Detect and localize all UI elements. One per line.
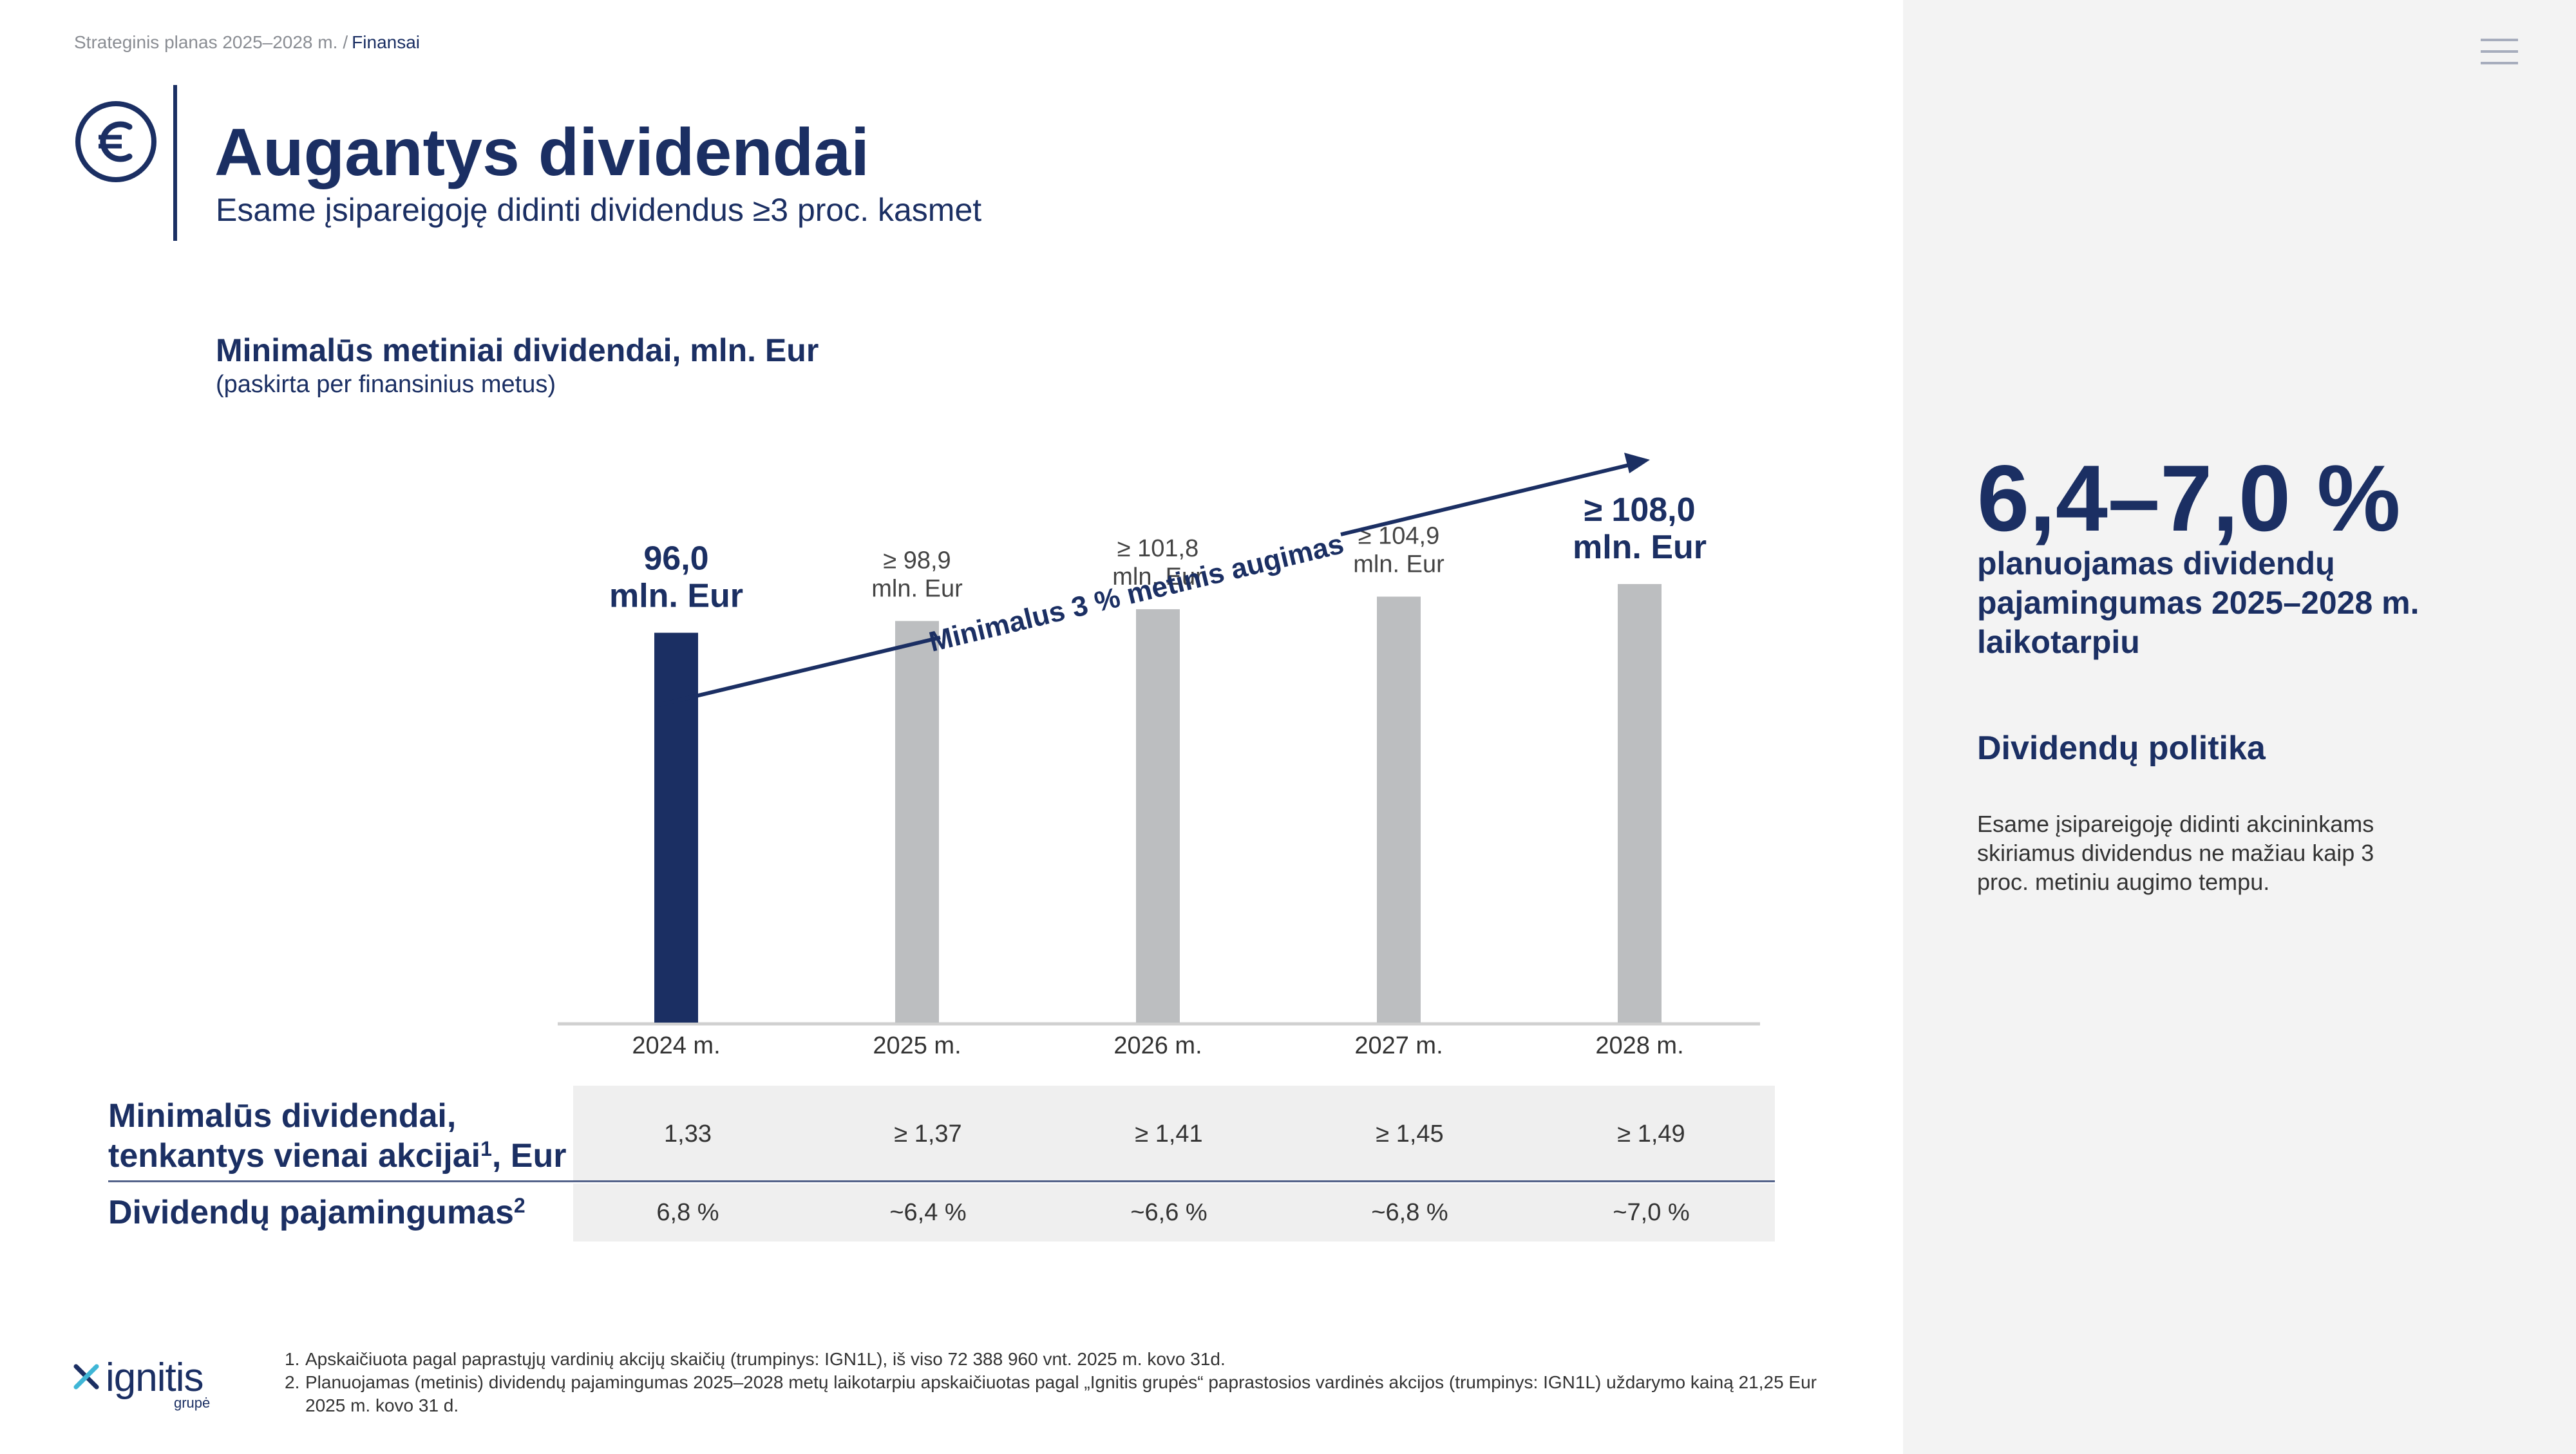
footnote-2: 2. Planuojamas (metinis) dividendų pajam… (285, 1371, 1856, 1417)
bar-2024 (654, 632, 698, 1023)
row-label-dividend-per-share: Minimalūs dividendai, tenkantys vienai a… (108, 1096, 566, 1176)
data-label: mln. Eur (1353, 551, 1444, 578)
growth-arrow-head (1624, 453, 1650, 473)
table-cell: ≥ 1,49 (1617, 1120, 1685, 1147)
table-cell: ~6,4 % (889, 1199, 967, 1226)
x-tick-label: 2026 m. (1113, 1032, 1202, 1059)
table-row-bg (573, 1184, 1775, 1242)
breadcrumb-current[interactable]: Finansai (352, 32, 421, 52)
table-cell: 1,33 (664, 1120, 712, 1147)
x-tick-label: 2025 m. (873, 1032, 961, 1059)
table-cell: ~6,6 % (1130, 1199, 1208, 1226)
table-cell: ≥ 1,37 (894, 1120, 962, 1147)
bar-2025 (895, 621, 939, 1023)
data-label: mln. Eur (609, 578, 743, 615)
euro-icon (75, 101, 156, 182)
logo-subtitle: grupė (174, 1395, 211, 1411)
row-label-dividend-yield: Dividendų pajamingumas2 (108, 1193, 526, 1232)
dividend-policy-text: Esame įsipareigoję didinti akcininkams s… (1977, 811, 2374, 895)
row-label-line1: Minimalūs dividendai, (108, 1097, 457, 1135)
footnote-ref-1: 1 (480, 1137, 492, 1160)
bar-2028 (1618, 584, 1662, 1023)
breadcrumb: Strateginis planas 2025–2028 m. / Finansai (74, 32, 420, 53)
table-cell: ~7,0 % (1613, 1199, 1690, 1226)
ignitis-logo: ignitis grupė (72, 1355, 220, 1411)
row-label-line2: tenkantys vienai akcijai (108, 1137, 481, 1175)
yield-range-highlight: 6,4–7,0 % (1977, 446, 2401, 551)
data-label: mln. Eur (1573, 529, 1707, 566)
x-tick-label: 2024 m. (632, 1032, 720, 1059)
footnote-number: 2. (285, 1372, 300, 1392)
table-cell: 6,8 % (656, 1199, 719, 1226)
x-tick-label: 2027 m. (1354, 1032, 1443, 1059)
data-label: ≥ 101,8 (1117, 535, 1199, 562)
title-divider (173, 85, 177, 241)
hamburger-menu-icon[interactable] (2481, 39, 2518, 64)
page-subtitle: Esame įsipareigoję didinti dividendus ≥3… (216, 192, 982, 228)
footnote-text: Apskaičiuota pagal paprastųjų vardinių a… (305, 1349, 1226, 1369)
table-row-bg (573, 1086, 1775, 1181)
chart-title: Minimalūs metiniai dividendai, mln. Eur (216, 332, 819, 368)
chart-subtitle: (paskirta per finansinius metus) (216, 371, 556, 398)
page-title: Augantys dividendai (214, 115, 870, 190)
data-label: ≥ 104,9 (1358, 523, 1440, 550)
data-label: mln. Eur (1112, 563, 1204, 590)
footnote-ref-2: 2 (513, 1194, 526, 1217)
row-label-tail: , Eur (491, 1137, 567, 1175)
growth-arrow-line (658, 636, 941, 707)
breadcrumb-parent[interactable]: Strateginis planas 2025–2028 m. (74, 32, 338, 52)
logo-wordmark: ignitis (106, 1355, 204, 1400)
dividend-policy-heading: Dividendų politika (1977, 730, 2266, 767)
table-cell: ≥ 1,45 (1376, 1120, 1444, 1147)
growth-annotation: Minimalus 3 % metinis augimas (926, 528, 1347, 658)
table-cell: ≥ 1,41 (1135, 1120, 1203, 1147)
breadcrumb-separator: / (343, 32, 348, 52)
side-panel (1903, 0, 2576, 1454)
growth-arrow-line (1340, 463, 1630, 536)
data-label: ≥ 98,9 (883, 547, 951, 574)
ignitis-logo-icon (73, 1364, 99, 1390)
bar-2027 (1377, 596, 1421, 1023)
table-cell: ~6,8 % (1371, 1199, 1448, 1226)
footnote-1: 1. Apskaičiuota pagal paprastųjų vardini… (285, 1348, 1856, 1371)
footnotes: 1. Apskaičiuota pagal paprastųjų vardini… (285, 1348, 1856, 1417)
footnote-number: 1. (285, 1349, 300, 1369)
data-label: mln. Eur (871, 575, 963, 602)
row-label-text: Dividendų pajamingumas (108, 1194, 514, 1231)
x-tick-label: 2028 m. (1595, 1032, 1683, 1059)
data-label: ≥ 108,0 (1584, 491, 1695, 529)
footnote-text: Planuojamas (metinis) dividendų pajaming… (305, 1372, 1817, 1415)
bar-2026 (1136, 609, 1180, 1023)
yield-range-description: planuojamas dividendų pajamingumas 2025–… (1977, 545, 2420, 660)
table-divider (108, 1180, 1775, 1182)
data-label: 96,0 (643, 540, 708, 578)
